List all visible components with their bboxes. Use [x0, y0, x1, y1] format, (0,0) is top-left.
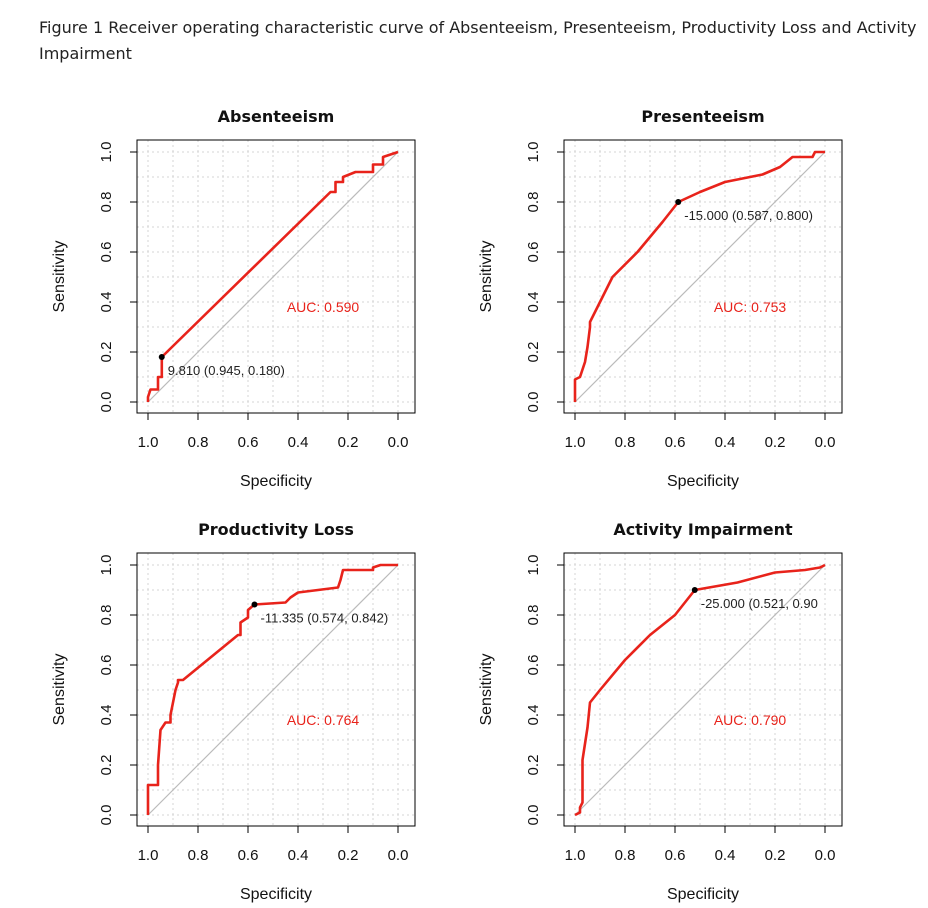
y-axis-label: Sensitivity [51, 653, 68, 725]
x-tick-label: 1.0 [565, 434, 586, 451]
y-axis-label: Sensitivity [478, 653, 495, 725]
x-tick-label: 0.8 [615, 847, 636, 864]
x-tick-label: 1.0 [138, 434, 159, 451]
x-tick-label: 0.8 [188, 847, 209, 864]
reference-diagonal [574, 151, 826, 403]
x-tick-label: 0.0 [388, 434, 409, 451]
threshold-point [675, 199, 682, 205]
y-tick-label: 0.4 [98, 292, 115, 313]
threshold-point [691, 587, 698, 593]
x-axis-label: Specificity [667, 473, 739, 490]
reference-diagonal [147, 564, 399, 816]
y-axis-label: Sensitivity [478, 240, 495, 312]
y-tick-label: 0.2 [98, 342, 115, 363]
x-tick-label: 0.6 [665, 434, 686, 451]
roc-curve-presenteeism [573, 150, 825, 402]
x-tick-label: 0.4 [288, 434, 309, 451]
x-tick-label: 0.2 [765, 434, 786, 451]
grid [137, 553, 415, 826]
x-tick-label: 0.2 [338, 847, 359, 864]
y-axis-label: Sensitivity [51, 240, 68, 312]
plot-title: Absenteeism [218, 107, 335, 126]
y-tick-label: 0.0 [525, 805, 542, 826]
y-tick-label: 0.8 [525, 192, 542, 213]
threshold-point [251, 601, 258, 608]
roc-curve-absenteeism [146, 150, 399, 402]
x-tick-label: 0.6 [665, 847, 686, 864]
y-tick-label: 0.6 [98, 655, 115, 676]
plot-frame [136, 139, 416, 414]
y-tick-label: 0.8 [525, 605, 542, 626]
y-tick-label: 0.2 [98, 755, 115, 776]
threshold-label: -25.000 (0.521, 0.90 [701, 596, 818, 611]
x-tick-label: 1.0 [138, 847, 159, 864]
auc-label: AUC: 0.790 [714, 712, 787, 728]
auc-label: AUC: 0.590 [287, 299, 360, 315]
x-axis-label: Specificity [667, 886, 739, 903]
grid [564, 553, 842, 826]
y-tick-label: 1.0 [525, 142, 542, 163]
y-tick-label: 0.4 [525, 292, 542, 313]
plot-title: Presenteeism [641, 107, 764, 126]
auc-label: AUC: 0.764 [287, 712, 360, 728]
roc-plot-activity-impairment: Activity Impairment 1.0 0.8 0.6 0.4 0.2 0.0 0.0… [478, 520, 843, 903]
threshold-label: -11.335 (0.574, 0.842) [261, 611, 389, 626]
x-tick-label: 0.4 [715, 434, 736, 451]
grid [564, 140, 842, 413]
plot-title: Productivity Loss [198, 520, 354, 539]
reference-diagonal [574, 564, 826, 816]
x-tick-label: 0.2 [338, 434, 359, 451]
y-tick-label: 0.8 [98, 192, 115, 213]
y-tick-label: 0.6 [525, 655, 542, 676]
x-tick-label: 0.0 [388, 847, 409, 864]
plot-frame [563, 552, 843, 827]
auc-label: AUC: 0.753 [714, 299, 787, 315]
x-tick-label: 0.6 [238, 847, 259, 864]
y-tick-label: 0.8 [98, 605, 115, 626]
threshold-label: 9.810 (0.945, 0.180) [168, 363, 285, 378]
y-tick-label: 0.4 [98, 705, 115, 726]
x-tick-label: 0.0 [815, 434, 836, 451]
x-tick-label: 0.6 [238, 434, 259, 451]
plot-frame [563, 139, 843, 414]
plot-frame [136, 552, 416, 827]
y-tick-label: 0.2 [525, 755, 542, 776]
y-tick-label: 1.0 [98, 142, 115, 163]
y-tick-label: 0.0 [525, 392, 542, 413]
x-tick-label: 0.8 [188, 434, 209, 451]
y-tick-label: 0.0 [98, 392, 115, 413]
roc-curve-activity-impairment [574, 563, 826, 817]
x-tick-label: 0.4 [288, 847, 309, 864]
plot-title: Activity Impairment [613, 520, 793, 539]
x-tick-label: 1.0 [565, 847, 586, 864]
roc-plot-productivity-loss: Productivity Loss 1.0 0.8 0.6 0.4 0.2 0.0 0.0 0.… [51, 520, 416, 903]
y-tick-label: 1.0 [98, 555, 115, 576]
roc-plot-absenteeism: Absenteeism 1.0 0.8 0.6 0.4 0.2 0.0 0.0 0.2 0.4 0.… [51, 107, 416, 490]
x-tick-label: 0.2 [765, 847, 786, 864]
reference-diagonal [147, 151, 399, 403]
y-tick-label: 0.6 [525, 242, 542, 263]
x-tick-label: 0.8 [615, 434, 636, 451]
roc-curve-productivity-loss [146, 563, 398, 815]
x-tick-label: 0.4 [715, 847, 736, 864]
threshold-point [158, 354, 165, 360]
x-tick-label: 0.0 [815, 847, 836, 864]
roc-plot-presenteeism: Presenteeism 1.0 0.8 0.6 0.4 0.2 0.0 0.0 0.2 0.4 0… [478, 107, 843, 490]
y-tick-label: 1.0 [525, 555, 542, 576]
figure-caption: Figure 1 Receiver operating characterist… [39, 18, 917, 63]
threshold-label: -15.000 (0.587, 0.800) [684, 208, 813, 223]
y-tick-label: 0.4 [525, 705, 542, 726]
x-axis-label: Specificity [240, 473, 312, 490]
y-tick-label: 0.2 [525, 342, 542, 363]
y-tick-label: 0.0 [98, 805, 115, 826]
grid [137, 140, 415, 413]
x-axis-label: Specificity [240, 886, 312, 903]
y-tick-label: 0.6 [98, 242, 115, 263]
